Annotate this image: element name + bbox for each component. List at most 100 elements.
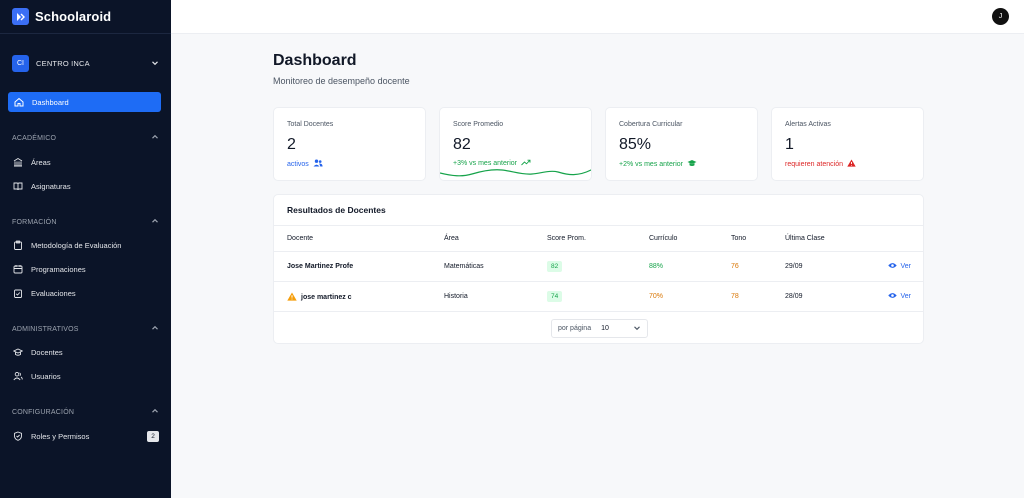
score-badge: 82 xyxy=(547,261,563,272)
stat-card-alertas: Alertas Activas 1 requieren atención xyxy=(771,107,924,181)
org-name: CENTRO INCA xyxy=(36,58,90,68)
view-button[interactable]: Ver xyxy=(888,292,911,301)
chevron-up-icon xyxy=(151,324,159,334)
stat-note: +2% vs mes anterior xyxy=(619,159,697,169)
sidebar-item-metodologia[interactable]: Metodología de Evaluación xyxy=(12,238,159,252)
cell-tono: 76 xyxy=(731,263,739,270)
column-header[interactable]: Área xyxy=(444,235,459,242)
page-size-label: por página xyxy=(558,325,592,332)
stat-card-cobertura: Cobertura Curricular 85% +2% vs mes ante… xyxy=(605,107,758,181)
page-title: Dashboard xyxy=(273,52,357,69)
warning-icon xyxy=(287,292,297,303)
column-header[interactable]: Tono xyxy=(731,235,747,242)
column-header[interactable]: Última Clase xyxy=(785,235,825,242)
table-title: Resultados de Docentes xyxy=(287,205,386,215)
stat-label: Alertas Activas xyxy=(785,121,831,128)
results-table: Resultados de Docentes Docente Área Scor… xyxy=(273,194,924,344)
chevron-down-icon xyxy=(633,324,641,334)
sidebar-item-usuarios[interactable]: Usuarios xyxy=(12,369,159,383)
stat-value: 2 xyxy=(287,136,296,153)
sidebar-item-programaciones[interactable]: Programaciones xyxy=(12,262,159,276)
sidebar: Schoolaroid CI CENTRO INCA Dashboard ACA… xyxy=(0,0,171,498)
chevron-up-icon xyxy=(151,217,159,227)
stat-note-text: +2% vs mes anterior xyxy=(619,160,683,168)
sidebar-item-docentes[interactable]: Docentes xyxy=(12,345,159,359)
stat-note: +3% vs mes anterior xyxy=(453,159,531,168)
brand-name: Schoolaroid xyxy=(35,9,112,24)
sidebar-item-evaluaciones[interactable]: Evaluaciones xyxy=(12,286,159,300)
sidebar-item-label: Evaluaciones xyxy=(31,288,76,298)
cell-curriculo: 88% xyxy=(649,263,664,270)
section-title: ADMINISTRATIVOS xyxy=(12,325,79,333)
clipboard-check-icon xyxy=(12,287,24,299)
cell-docente: Jose Martinez Profe xyxy=(287,263,354,270)
sidebar-item-label: Dashboard xyxy=(32,97,69,107)
docente-name: jose martinez c xyxy=(301,294,352,301)
stat-value: 82 xyxy=(453,136,471,153)
sidebar-item-areas[interactable]: Áreas xyxy=(12,155,159,169)
page-size-value: 10 xyxy=(601,325,609,332)
column-header[interactable]: Currículo xyxy=(649,235,678,242)
users-icon xyxy=(313,159,323,169)
warning-icon xyxy=(847,159,856,169)
table-row[interactable]: Jose Martinez Profe Matemáticas 82 88% 7… xyxy=(274,252,923,282)
section-administrativos[interactable]: ADMINISTRATIVOS xyxy=(12,324,159,334)
calendar-icon xyxy=(12,263,24,275)
section-title: FORMACIÓN xyxy=(12,218,57,226)
cell-docente: jose martinez c xyxy=(287,292,352,303)
chevron-down-icon xyxy=(151,54,159,72)
stat-label: Total Docentes xyxy=(287,121,334,128)
stat-card-total-docentes: Total Docentes 2 activos xyxy=(273,107,426,181)
cell-tono: 78 xyxy=(731,293,739,300)
stat-note: requieren atención xyxy=(785,159,856,169)
stat-note: activos xyxy=(287,159,323,169)
home-icon xyxy=(13,96,25,108)
sidebar-item-roles[interactable]: Roles y Permisos 2 xyxy=(12,429,159,443)
stat-value: 1 xyxy=(785,136,794,153)
trend-up-icon xyxy=(521,159,531,168)
graduation-cap-icon xyxy=(12,346,24,358)
stat-note-text: requieren atención xyxy=(785,160,843,168)
section-academico[interactable]: ACADÉMICO xyxy=(12,133,159,143)
page-size-select[interactable]: por página 10 xyxy=(551,319,648,338)
view-label: Ver xyxy=(900,293,911,300)
topbar: J xyxy=(171,0,1024,34)
brand-logo-icon xyxy=(12,8,29,25)
column-header[interactable]: Score Prom. xyxy=(547,235,586,242)
users-icon xyxy=(12,370,24,382)
shield-icon xyxy=(12,430,24,442)
stat-card-score-promedio: Score Promedio 82 +3% vs mes anterior xyxy=(439,107,592,181)
cell-ultima-clase: 29/09 xyxy=(785,263,803,270)
chevron-up-icon xyxy=(151,407,159,417)
avatar[interactable]: J xyxy=(992,8,1009,25)
sidebar-item-dashboard[interactable]: Dashboard xyxy=(8,92,161,112)
sidebar-item-label: Asignaturas xyxy=(31,181,71,191)
eye-icon xyxy=(888,292,898,301)
section-title: ACADÉMICO xyxy=(12,134,57,142)
sidebar-item-asignaturas[interactable]: Asignaturas xyxy=(12,179,159,193)
column-header[interactable]: Docente xyxy=(287,235,314,242)
table-header: Docente Área Score Prom. Currículo Tono … xyxy=(274,225,923,252)
graduation-cap-icon xyxy=(687,159,697,169)
table-row[interactable]: jose martinez c Historia 74 70% 78 28/09… xyxy=(274,282,923,312)
view-button[interactable]: Ver xyxy=(888,262,911,271)
page-subtitle: Monitoreo de desempeño docente xyxy=(273,76,410,86)
stat-value: 85% xyxy=(619,136,652,153)
building-icon xyxy=(12,156,24,168)
stat-note-text: +3% vs mes anterior xyxy=(453,160,517,167)
sidebar-item-label: Docentes xyxy=(31,347,63,357)
brand[interactable]: Schoolaroid xyxy=(0,0,171,34)
section-configuracion[interactable]: CONFIGURACIÓN xyxy=(12,407,159,417)
section-formacion[interactable]: FORMACIÓN xyxy=(12,217,159,227)
sidebar-item-label: Áreas xyxy=(31,157,51,167)
org-initials: CI xyxy=(12,54,29,72)
sidebar-item-label: Metodología de Evaluación xyxy=(31,240,122,250)
view-label: Ver xyxy=(900,263,911,270)
chevron-up-icon xyxy=(151,133,159,143)
stat-note-text: activos xyxy=(287,160,309,168)
cell-ultima-clase: 28/09 xyxy=(785,293,803,300)
org-selector[interactable]: CI CENTRO INCA xyxy=(12,54,159,72)
cell-area: Historia xyxy=(444,293,468,300)
cell-curriculo: 70% xyxy=(649,293,664,300)
stat-label: Cobertura Curricular xyxy=(619,121,683,128)
